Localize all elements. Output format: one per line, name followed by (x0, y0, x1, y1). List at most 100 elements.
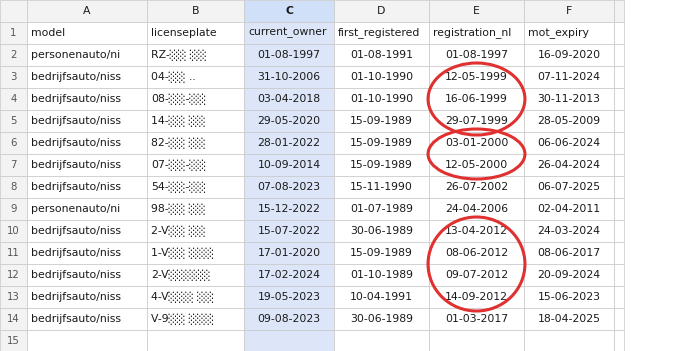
Bar (614, 308, 624, 330)
Bar (147, 110, 244, 132)
Text: 08-06-2017: 08-06-2017 (538, 248, 601, 258)
Bar (524, 330, 614, 351)
Text: bedrijfsauto/niss: bedrijfsauto/niss (31, 314, 121, 324)
Text: 11: 11 (7, 248, 20, 258)
Bar (27, 264, 147, 286)
Bar (334, 154, 429, 176)
Bar (27, 0, 147, 22)
Text: 28-05-2009: 28-05-2009 (538, 116, 601, 126)
Bar (429, 22, 524, 44)
Text: D: D (378, 6, 386, 16)
Text: bedrijfsauto/niss: bedrijfsauto/niss (31, 160, 121, 170)
Text: 15-12-2022: 15-12-2022 (258, 204, 320, 214)
Bar (524, 44, 614, 66)
Text: 20-09-2024: 20-09-2024 (538, 270, 601, 280)
Bar (524, 22, 614, 44)
Text: 82-░░ ░░: 82-░░ ░░ (151, 137, 206, 149)
Bar (27, 308, 147, 330)
Bar (429, 308, 524, 330)
Bar (524, 198, 614, 220)
Bar (524, 66, 614, 88)
Text: 4: 4 (10, 94, 16, 104)
Text: 09-07-2012: 09-07-2012 (445, 270, 508, 280)
Text: licenseplate: licenseplate (151, 28, 217, 38)
Text: 09-08-2023: 09-08-2023 (257, 314, 321, 324)
Bar (147, 308, 244, 330)
Bar (614, 132, 624, 154)
Bar (244, 176, 334, 198)
Text: 01-10-1990: 01-10-1990 (350, 94, 413, 104)
Bar (524, 220, 614, 242)
Text: 15: 15 (7, 336, 20, 346)
Text: 15-11-1990: 15-11-1990 (350, 182, 413, 192)
Text: 01-10-1990: 01-10-1990 (350, 72, 413, 82)
Text: 14: 14 (7, 314, 20, 324)
Text: 17-02-2024: 17-02-2024 (257, 270, 321, 280)
Text: 01-07-1989: 01-07-1989 (350, 204, 413, 214)
Bar (244, 242, 334, 264)
Bar (429, 0, 524, 22)
Bar (27, 44, 147, 66)
Text: 03-04-2018: 03-04-2018 (257, 94, 321, 104)
Bar (244, 66, 334, 88)
Bar (334, 242, 429, 264)
Text: 2-V░░ ░░: 2-V░░ ░░ (151, 225, 206, 237)
Text: 01-08-1997: 01-08-1997 (257, 50, 321, 60)
Text: 01-08-1997: 01-08-1997 (445, 50, 508, 60)
Text: A: A (83, 6, 91, 16)
Bar (244, 198, 334, 220)
Bar (334, 132, 429, 154)
Bar (429, 330, 524, 351)
Bar (0, 286, 27, 308)
Text: 08-06-2012: 08-06-2012 (445, 248, 508, 258)
Bar (334, 176, 429, 198)
Bar (27, 176, 147, 198)
Bar (524, 308, 614, 330)
Text: 17-01-2020: 17-01-2020 (257, 248, 321, 258)
Text: 98-░░ ░░: 98-░░ ░░ (151, 203, 206, 215)
Text: 9: 9 (10, 204, 16, 214)
Text: 30-06-1989: 30-06-1989 (350, 226, 413, 236)
Bar (27, 66, 147, 88)
Text: 15-09-1989: 15-09-1989 (350, 248, 413, 258)
Text: 14-░░ ░░: 14-░░ ░░ (151, 115, 206, 127)
Bar (147, 264, 244, 286)
Bar (147, 66, 244, 88)
Bar (0, 88, 27, 110)
Bar (334, 264, 429, 286)
Bar (334, 220, 429, 242)
Bar (334, 198, 429, 220)
Bar (147, 286, 244, 308)
Bar (27, 110, 147, 132)
Bar (429, 88, 524, 110)
Bar (614, 44, 624, 66)
Bar (27, 154, 147, 176)
Bar (147, 154, 244, 176)
Bar (614, 110, 624, 132)
Text: 5: 5 (10, 116, 16, 126)
Text: 15-09-1989: 15-09-1989 (350, 138, 413, 148)
Bar (334, 308, 429, 330)
Text: bedrijfsauto/niss: bedrijfsauto/niss (31, 248, 121, 258)
Bar (0, 110, 27, 132)
Text: bedrijfsauto/niss: bedrijfsauto/niss (31, 292, 121, 302)
Text: 8: 8 (10, 182, 16, 192)
Bar (524, 110, 614, 132)
Bar (27, 22, 147, 44)
Bar (0, 22, 27, 44)
Bar (147, 176, 244, 198)
Bar (614, 176, 624, 198)
Bar (614, 66, 624, 88)
Text: 1-V░░ ░░░: 1-V░░ ░░░ (151, 247, 214, 259)
Text: 06-07-2025: 06-07-2025 (538, 182, 601, 192)
Text: 10: 10 (7, 226, 20, 236)
Bar (334, 88, 429, 110)
Bar (0, 0, 27, 22)
Text: 03-01-2000: 03-01-2000 (445, 138, 508, 148)
Text: 15-09-1989: 15-09-1989 (350, 116, 413, 126)
Bar (0, 330, 27, 351)
Text: 28-01-2022: 28-01-2022 (257, 138, 321, 148)
Text: 04-░░ ..: 04-░░ .. (151, 71, 196, 83)
Bar (0, 132, 27, 154)
Bar (429, 44, 524, 66)
